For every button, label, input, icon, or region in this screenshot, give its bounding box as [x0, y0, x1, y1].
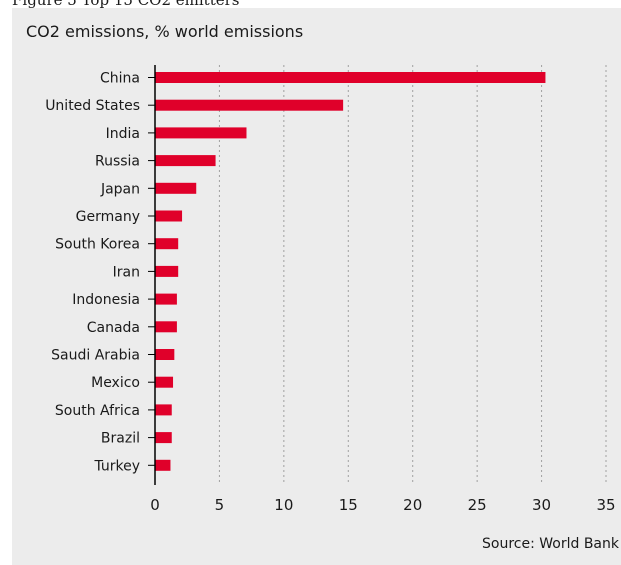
bar [155, 432, 172, 444]
category-label: Germany [76, 209, 140, 225]
bar [155, 210, 183, 222]
category-label: Iran [113, 264, 140, 280]
category-label: Brazil [101, 431, 140, 447]
category-label: South Africa [55, 403, 140, 419]
chart-title: CO2 emissions, % world emissions [26, 22, 304, 41]
category-label: Indonesia [72, 292, 140, 308]
source-note: Source: World Bank [482, 536, 619, 552]
x-tick-label: 25 [468, 496, 487, 514]
x-tick-label: 0 [150, 496, 160, 514]
category-label: United States [45, 98, 140, 114]
category-label: China [100, 71, 140, 87]
category-label: South Korea [55, 237, 140, 253]
category-label: India [106, 126, 140, 142]
bar [155, 404, 172, 416]
bar [155, 155, 216, 167]
category-label: Saudi Arabia [51, 348, 140, 364]
x-tick-label: 35 [596, 496, 615, 514]
bar [155, 349, 175, 360]
x-tick-label: 20 [403, 496, 422, 514]
bar [155, 99, 344, 111]
figure-caption: Figure 5 Top 15 CO2 emitters [12, 0, 240, 9]
bar [155, 72, 546, 83]
x-tick-label: 5 [215, 496, 225, 514]
x-tick-label: 15 [339, 496, 358, 514]
bar [155, 265, 179, 277]
bar [155, 459, 171, 471]
bar [155, 321, 177, 333]
bar [155, 376, 174, 388]
bar [155, 182, 197, 194]
category-label: Turkey [93, 458, 140, 474]
category-label: Russia [95, 154, 140, 170]
category-label: Japan [100, 181, 140, 197]
x-tick-label: 30 [532, 496, 551, 514]
x-tick-label: 10 [274, 496, 293, 514]
bar [155, 293, 177, 305]
category-label: Mexico [91, 375, 140, 391]
bar [155, 238, 179, 250]
category-label: Canada [87, 320, 140, 336]
bar [155, 127, 247, 139]
